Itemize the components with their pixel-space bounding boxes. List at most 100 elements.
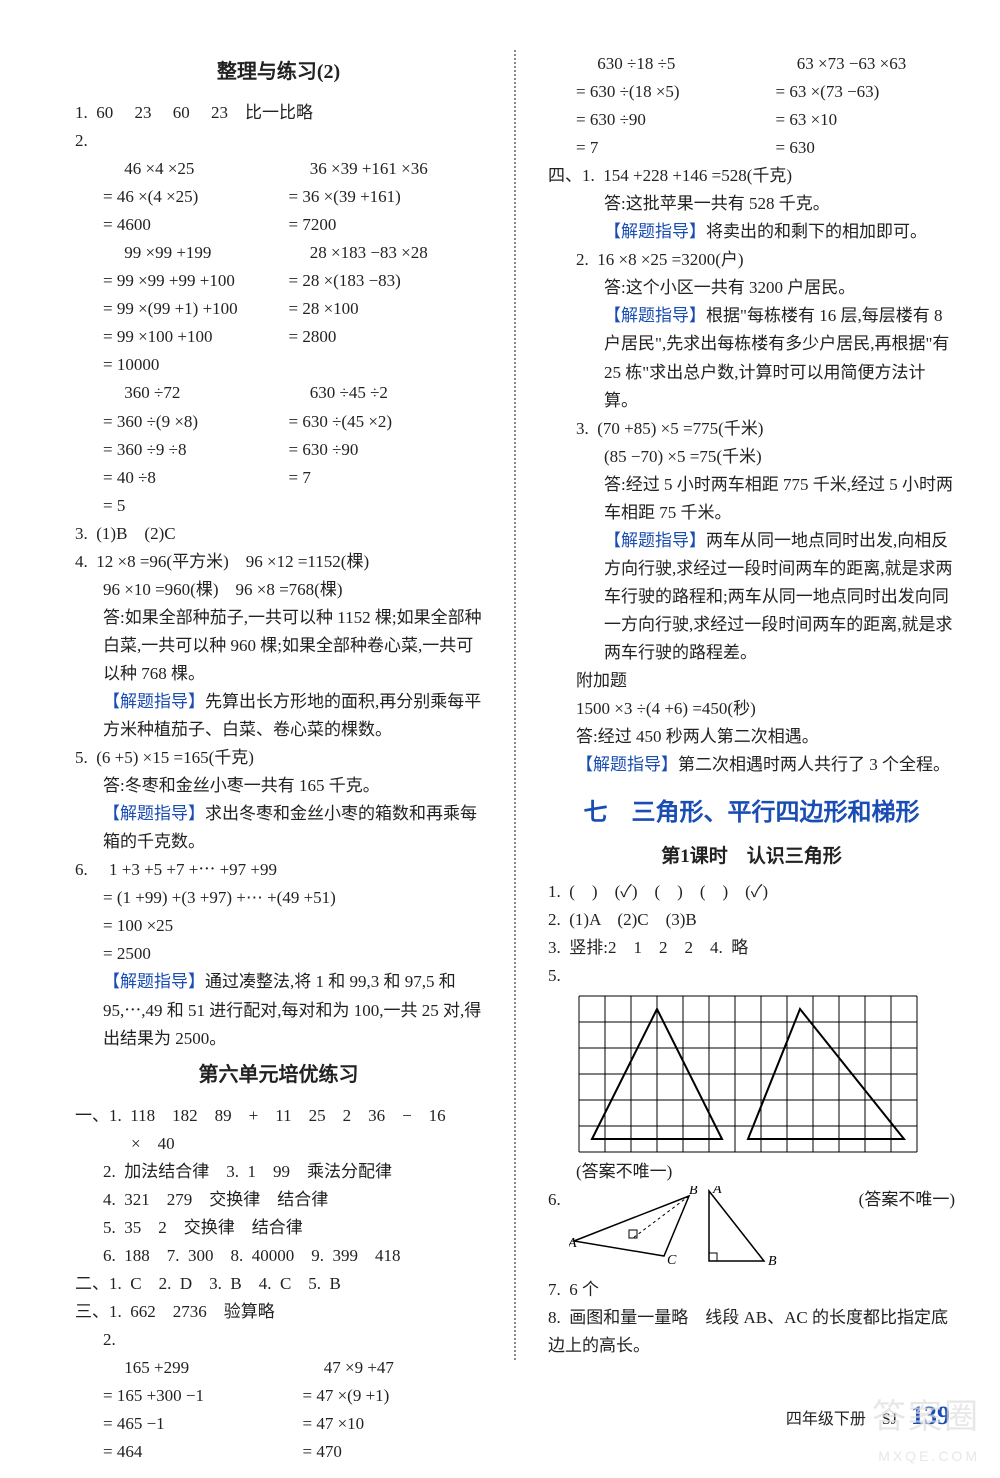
calc-block-3: 360 ÷72 = 360 ÷(9 ×8) = 360 ÷9 ÷8 = 40 ÷… — [75, 379, 482, 519]
calc1a: 2. 46 ×4 ×25 = 46 ×(4 ×25) = 4600 — [75, 127, 269, 239]
rc1a-0: 630 ÷18 ÷5 — [576, 50, 756, 78]
q6d: = 2500 — [75, 940, 482, 968]
y6: 6. 188 7. 300 8. 40000 9. 399 418 — [75, 1242, 482, 1270]
q4a: 4. 12 ×8 =96(平方米) 96 ×12 =1152(棵) — [75, 548, 482, 576]
q5a: 5. (6 +5) ×15 =165(千克) — [75, 744, 482, 772]
q4b: 96 ×10 =960(棵) 96 ×8 =768(棵) — [75, 576, 482, 604]
s2a-1: = 165 +300 −1 — [103, 1382, 283, 1410]
watermark: 答案圈 MXQE.COM — [872, 1389, 980, 1468]
c1a-2: = 4600 — [75, 211, 269, 239]
c3a-3: = 40 ÷8 — [75, 464, 269, 492]
rq5-note: (答案不唯一) — [548, 1158, 955, 1186]
c3b-2: = 630 ÷90 — [289, 436, 483, 464]
calc-block-1: 2. 46 ×4 ×25 = 46 ×(4 ×25) = 4600 36 ×39… — [75, 127, 482, 239]
s2a-3: = 464 — [103, 1438, 283, 1466]
f1b: 答:这批苹果一共有 528 千克。 — [548, 190, 955, 218]
y2: 2. 加法结合律 3. 1 99 乘法分配律 — [75, 1158, 482, 1186]
hint-body: 将卖出的和剩下的相加即可。 — [706, 222, 927, 241]
rcalc-block-1: 630 ÷18 ÷5 = 630 ÷(18 ×5) = 630 ÷90 = 7 … — [548, 50, 955, 162]
s2a-2: = 465 −1 — [103, 1410, 283, 1438]
q6-diagram: ABCAB — [569, 1186, 789, 1276]
c2a-0: 99 ×99 +199 — [75, 239, 269, 267]
calc2b: 28 ×183 −83 ×28 = 28 ×(183 −83) = 28 ×10… — [289, 239, 483, 379]
c3b-0: 630 ÷45 ÷2 — [289, 379, 483, 407]
rc1b-1: = 63 ×(73 −63) — [776, 78, 956, 106]
calc3b: 630 ÷45 ÷2 = 630 ÷(45 ×2) = 630 ÷90 = 7 — [289, 379, 483, 519]
c1a-1: = 46 ×(4 ×25) — [75, 183, 269, 211]
rq5-label: 5. — [548, 962, 955, 990]
rcalc1a: 630 ÷18 ÷5 = 630 ÷(18 ×5) = 630 ÷90 = 7 — [576, 50, 756, 162]
content-columns: 整理与练习(2) 1. 60 23 60 23 比一比略 2. 46 ×4 ×2… — [75, 50, 955, 1360]
s2b-3: = 470 — [303, 1438, 483, 1466]
s2a: 2. 165 +299 = 165 +300 −1 = 465 −1 = 464 — [103, 1326, 283, 1466]
rc1a-1: = 630 ÷(18 ×5) — [576, 78, 756, 106]
c1b-0: 36 ×39 +161 ×36 — [289, 155, 483, 183]
extra-hint: 【解题指导】第二次相遇时两人共行了 3 个全程。 — [548, 751, 955, 779]
f3b: (85 −70) ×5 =75(千米) — [548, 443, 955, 471]
c2b-1: = 28 ×(183 −83) — [289, 267, 483, 295]
c1b-1: = 36 ×(39 +161) — [289, 183, 483, 211]
e1: 二、1. C 2. D 3. B 4. C 5. B — [75, 1270, 482, 1298]
c1b-2: = 7200 — [289, 211, 483, 239]
calc1b: 36 ×39 +161 ×36 = 36 ×(39 +161) = 7200 — [289, 127, 483, 239]
q4c: 答:如果全部种茄子,一共可以种 1152 棵;如果全部种白菜,一共可以种 960… — [75, 604, 482, 688]
s2b: 47 ×9 +47 = 47 ×(9 +1) = 47 ×10 = 470 — [303, 1326, 483, 1466]
hint-label: 【解题指导】 — [604, 306, 706, 325]
hint-label: 【解题指导】 — [576, 755, 678, 774]
s2b-1: = 47 ×(9 +1) — [303, 1382, 483, 1410]
s2-block: 2. 165 +299 = 165 +300 −1 = 465 −1 = 464… — [75, 1326, 482, 1466]
calc3a: 360 ÷72 = 360 ÷(9 ×8) = 360 ÷9 ÷8 = 40 ÷… — [75, 379, 269, 519]
hint-body: 两车从同一地点同时出发,向相反方向行驶,求经过一段时间两车的距离,就是求两车行驶… — [604, 531, 953, 662]
q6b: = (1 +99) +(3 +97) +⋯ +(49 +51) — [75, 884, 482, 912]
f1a: 四、1. 154 +228 +146 =528(千克) — [548, 162, 955, 190]
f1-hint: 【解题指导】将卖出的和剩下的相加即可。 — [548, 218, 955, 246]
c2a-1: = 99 ×99 +99 +100 — [75, 267, 269, 295]
rq7: 7. 6 个 — [548, 1276, 955, 1304]
c3a-2: = 360 ÷9 ÷8 — [75, 436, 269, 464]
grid-triangles-diagram — [578, 995, 955, 1153]
c2a-3: = 99 ×100 +100 — [75, 323, 269, 351]
c2a-2: = 99 ×(99 +1) +100 — [75, 295, 269, 323]
rc1b-3: = 630 — [776, 134, 956, 162]
tri-svg: ABCAB — [569, 1186, 789, 1276]
hint-label: 【解题指导】 — [103, 804, 205, 823]
c3a-0: 360 ÷72 — [75, 379, 269, 407]
svg-text:A: A — [569, 1236, 577, 1251]
rq6-label: 6. — [548, 1186, 561, 1214]
s2-label: 2. — [103, 1326, 283, 1354]
y5: 5. 35 2 交换律 结合律 — [75, 1214, 482, 1242]
q4-hint: 【解题指导】先算出长方形地的面积,再分别乘每平方米种植茄子、白菜、卷心菜的棵数。 — [75, 688, 482, 744]
grid-svg — [578, 995, 918, 1153]
column-divider — [514, 50, 516, 1360]
c2a-4: = 10000 — [75, 351, 269, 379]
c3a-1: = 360 ÷(9 ×8) — [75, 408, 269, 436]
q6a: 6. 1 +3 +5 +7 +⋯ +97 +99 — [75, 856, 482, 884]
rq1: 1. ( ) (✓) ( ) ( ) (✓) — [548, 878, 955, 906]
calc-block-2: 99 ×99 +199 = 99 ×99 +99 +100 = 99 ×(99 … — [75, 239, 482, 379]
left-title-1: 整理与练习(2) — [75, 56, 482, 89]
extra-title: 附加题 — [548, 667, 955, 695]
f3-hint: 【解题指导】两车从同一地点同时出发,向相反方向行驶,求经过一段时间两车的距离,就… — [548, 527, 955, 667]
s2b-0: 47 ×9 +47 — [303, 1354, 483, 1382]
c3a-4: = 5 — [75, 492, 269, 520]
svg-text:A: A — [712, 1186, 722, 1197]
rq8: 8. 画图和量一量略 线段 AB、AC 的长度都比指定底边上的高长。 — [548, 1304, 955, 1360]
y1a: 一、1. 118 182 89 + 11 25 2 36 − 16 — [75, 1102, 482, 1130]
c2b-2: = 28 ×100 — [289, 295, 483, 323]
f2b: 答:这个小区一共有 3200 户居民。 — [548, 274, 955, 302]
c2b-3: = 2800 — [289, 323, 483, 351]
c2b-0: 28 ×183 −83 ×28 — [289, 239, 483, 267]
hint-label: 【解题指导】 — [604, 222, 706, 241]
f3c: 答:经过 5 小时两车相距 775 千米,经过 5 小时两车相距 75 千米。 — [548, 471, 955, 527]
lesson-1-title: 第1课时 认识三角形 — [548, 841, 955, 872]
hint-label: 【解题指导】 — [103, 972, 205, 991]
rc1a-2: = 630 ÷90 — [576, 106, 756, 134]
q3: 3. (1)B (2)C — [75, 520, 482, 548]
hint-body: 第二次相遇时两人共行了 3 个全程。 — [678, 755, 950, 774]
rq6-note: (答案不唯一) — [859, 1186, 955, 1214]
right-column: 630 ÷18 ÷5 = 630 ÷(18 ×5) = 630 ÷90 = 7 … — [548, 50, 955, 1360]
rq2: 2. (1)A (2)C (3)B — [548, 906, 955, 934]
f3a: 3. (70 +85) ×5 =775(千米) — [548, 415, 955, 443]
rc1a-3: = 7 — [576, 134, 756, 162]
q5b: 答:冬枣和金丝小枣一共有 165 千克。 — [75, 772, 482, 800]
